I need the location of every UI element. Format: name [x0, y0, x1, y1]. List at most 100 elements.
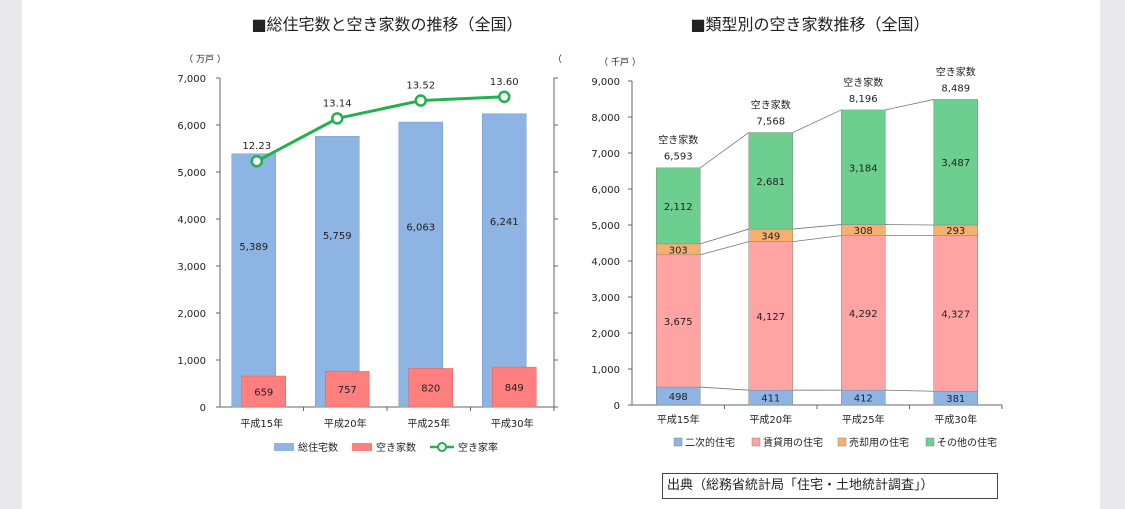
chart1-y-tick-label: 2,000 — [177, 309, 206, 320]
chart2-bar-segment-label: 3,184 — [849, 163, 878, 174]
chart2-x-tick-label: 平成30年 — [934, 413, 977, 426]
chart2-bar-segment-label: 381 — [946, 394, 965, 405]
chart2-x-tick-label: 平成15年 — [657, 413, 700, 426]
chart1-bar-vacant-label: 757 — [338, 385, 357, 396]
chart1-y-tick-label: 3,000 — [177, 262, 206, 273]
chart2-total-caption: 空き家数 — [936, 65, 976, 78]
chart2-connector-line — [700, 386, 749, 391]
chart-panel: ■総住宅数と空き家数の推移（全国） （ 万戸 ） （ % ） 0 1,000 2,000 3… — [22, 0, 1100, 509]
chart1-y-tick-label: 0 — [200, 403, 206, 414]
chart2-legend-label: 二次的住宅 — [685, 436, 735, 449]
chart1-legend-rate: 空き家率 — [458, 441, 498, 454]
chart2-bar-segment-label: 2,112 — [664, 202, 693, 213]
chart1-line-rate-label: 13.14 — [323, 98, 352, 109]
chart1-bar-vacant — [408, 368, 453, 408]
chart1-legend-swatch-rate-point — [437, 442, 447, 452]
chart1-bar-total — [482, 113, 527, 408]
chart2-bar-segment-label: 4,127 — [756, 312, 785, 323]
chart2-y-tick-label: 7,000 — [591, 149, 620, 160]
chart2-x-tick-label: 平成25年 — [842, 413, 885, 426]
chart2-connector-line — [792, 109, 842, 133]
chart1-bar-vacant-label: 820 — [421, 384, 440, 395]
chart2-legend-swatch — [837, 437, 847, 447]
chart2-total-label: 8,489 — [941, 83, 970, 94]
chart1-legend-vacant: 空き家数 — [376, 441, 416, 454]
chart2-connector-line — [792, 224, 842, 230]
chart2-total-label: 7,568 — [756, 117, 785, 128]
chart2-y-tick-label: 5,000 — [591, 221, 620, 232]
chart2-y-tick-label: 3,000 — [591, 293, 620, 304]
chart1-line-rate-point — [331, 112, 344, 125]
chart-vacancy-by-type: ■類型別の空き家数推移（全国） （ 千戸 ） 0 1,000 2,000 3,000 4,0… — [591, 15, 1003, 449]
chart1-bar-vacant — [241, 375, 286, 408]
chart2-bar-segment-label: 308 — [854, 226, 873, 237]
chart2-bar-segment — [748, 241, 793, 391]
chart1-y-unit: （ 万戸 ） — [184, 54, 226, 65]
chart2-total-caption: 空き家数 — [843, 76, 883, 89]
chart1-x-tick-label: 平成25年 — [407, 417, 450, 430]
chart1-bar-total-label: 5,389 — [239, 242, 268, 253]
chart2-bar-segment-label: 4,327 — [941, 309, 970, 320]
chart2-bar-segment-label: 498 — [669, 392, 688, 403]
chart2-connector-line — [700, 132, 749, 169]
chart2-legend-swatch — [925, 437, 935, 447]
chart2-bar-segment-label: 3,487 — [941, 158, 970, 169]
chart1-bar-total-label: 5,759 — [323, 231, 352, 242]
chart1-line-rate-point — [250, 154, 263, 168]
chart1-bar-vacant — [325, 371, 370, 408]
chart2-legend-label: 賃貸用の住宅 — [763, 436, 823, 449]
chart2-bar-segment — [748, 132, 793, 230]
chart2-x-tick-label: 平成20年 — [749, 413, 792, 426]
chart2-bar-segment — [656, 254, 701, 388]
chart2-legend-label: その他の住宅 — [937, 436, 997, 449]
chart1-bar-vacant-label: 659 — [254, 388, 273, 399]
chart2-total-label: 8,196 — [849, 94, 878, 105]
chart1-y-tick-label: 5,000 — [177, 168, 206, 179]
chart1-x-tick-label: 平成30年 — [491, 417, 534, 430]
chart2-total-caption: 空き家数 — [658, 134, 698, 147]
chart1-line-rate-label: 13.60 — [490, 77, 519, 88]
chart1-legend-swatch-total — [274, 443, 294, 451]
chart2-y-tick-label: 6,000 — [591, 185, 620, 196]
chart2-connector-line — [885, 99, 934, 111]
chart1-bar-total-label: 6,241 — [490, 217, 519, 228]
chart1-legend-total: 総住宅数 — [298, 441, 338, 454]
chart2-connector-line — [700, 228, 749, 245]
chart2-y-tick-label: 0 — [614, 401, 620, 412]
chart2-bar-segment-label: 4,292 — [849, 309, 878, 320]
chart1-bar-total — [398, 121, 443, 408]
chart2-bar-segment-label: 3,675 — [664, 317, 693, 328]
chart1-bar-vacant-label: 849 — [505, 383, 524, 394]
chart2-bar-segment-label: 293 — [946, 226, 965, 237]
source-note: 出典（総務省統計局「住宅・土地統計調査」） — [662, 473, 998, 499]
chart2-bar-segment — [841, 235, 886, 391]
chart1-title: ■総住宅数と空き家数の推移（全国） — [251, 15, 522, 34]
chart2-legend-label: 売却用の住宅 — [849, 436, 909, 449]
chart2-y-tick-label: 2,000 — [591, 329, 620, 340]
chart2-bar-segment-label: 411 — [761, 394, 780, 405]
chart1-y2-unit: （ % ） — [553, 54, 562, 65]
chart1-y-tick-label: 4,000 — [177, 215, 206, 226]
chart1-y-tick-label: 7,000 — [177, 74, 206, 85]
chart2-total-caption: 空き家数 — [751, 99, 791, 112]
chart1-x-tick-label: 平成15年 — [240, 417, 283, 430]
chart-total-housing-and-vacancy: ■総住宅数と空き家数の推移（全国） （ 万戸 ） （ % ） 0 1,000 2,000 3… — [177, 15, 562, 454]
chart1-y-tick-label: 6,000 — [177, 121, 206, 132]
chart2-connector-line — [885, 389, 934, 392]
chart1-x-tick-label: 平成20年 — [324, 417, 367, 430]
chart2-bar-segment — [656, 167, 701, 245]
chart2-y-tick-label: 8,000 — [591, 113, 620, 124]
chart2-total-label: 6,593 — [664, 152, 693, 163]
chart1-legend-swatch-vacant — [352, 443, 372, 451]
chart2-y-tick-label: 9,000 — [591, 77, 620, 88]
chart1-line-rate — [256, 95, 505, 163]
chart2-bar-segment-label: 412 — [854, 394, 873, 405]
chart2-bar-segment-label: 303 — [669, 245, 688, 256]
chart1-bar-vacant — [492, 366, 537, 408]
chart1-y-tick-label: 1,000 — [177, 356, 206, 367]
chart2-bar-segment — [841, 109, 886, 225]
chart1-line-rate-point — [414, 94, 427, 107]
chart2-connector-line — [792, 235, 842, 243]
chart2-connector-line — [700, 241, 749, 256]
chart2-y-unit: （ 千戸 ） — [599, 57, 641, 68]
